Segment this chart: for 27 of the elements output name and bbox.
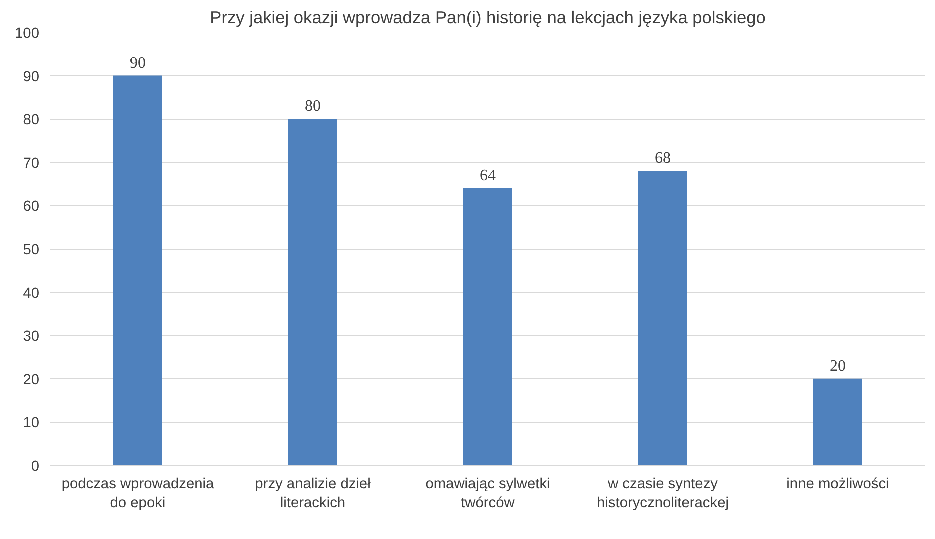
bar — [814, 378, 862, 466]
data-label: 80 — [305, 98, 321, 116]
y-tick-label: 40 — [23, 286, 40, 302]
y-tick-label: 30 — [23, 329, 40, 346]
y-tick-label: 0 — [31, 459, 40, 475]
bar — [288, 119, 338, 466]
data-label: 64 — [480, 167, 496, 184]
y-tick-label: 90 — [23, 69, 40, 86]
y-tick-label: 100 — [15, 26, 40, 42]
data-label: 20 — [830, 358, 846, 375]
bar — [464, 188, 512, 466]
x-tick-label: w czasie syntezy historycznoliterackej — [597, 476, 729, 512]
bar — [114, 76, 162, 466]
bar — [638, 171, 688, 466]
x-tick-label: inne możliwości — [786, 476, 890, 492]
x-tick-label: podczas wprowadzenia do epoki — [62, 476, 216, 512]
y-tick-label: 80 — [23, 112, 40, 129]
x-tick-label: przy analizie dzieł literackich — [255, 476, 372, 512]
x-tick-label: omawiając sylwetki twórców — [426, 476, 550, 512]
y-tick-label: 70 — [23, 156, 40, 172]
data-label: 68 — [655, 150, 671, 168]
y-tick-label: 60 — [23, 199, 40, 216]
y-tick-label: 10 — [23, 416, 40, 432]
y-tick-label: 50 — [23, 242, 40, 258]
data-label: 90 — [130, 54, 146, 72]
chart-title: Przy jakiej okazji wprowadza Pan(i) historię na lekcjach języka polskiego — [210, 8, 766, 28]
y-tick-label: 20 — [23, 372, 40, 388]
